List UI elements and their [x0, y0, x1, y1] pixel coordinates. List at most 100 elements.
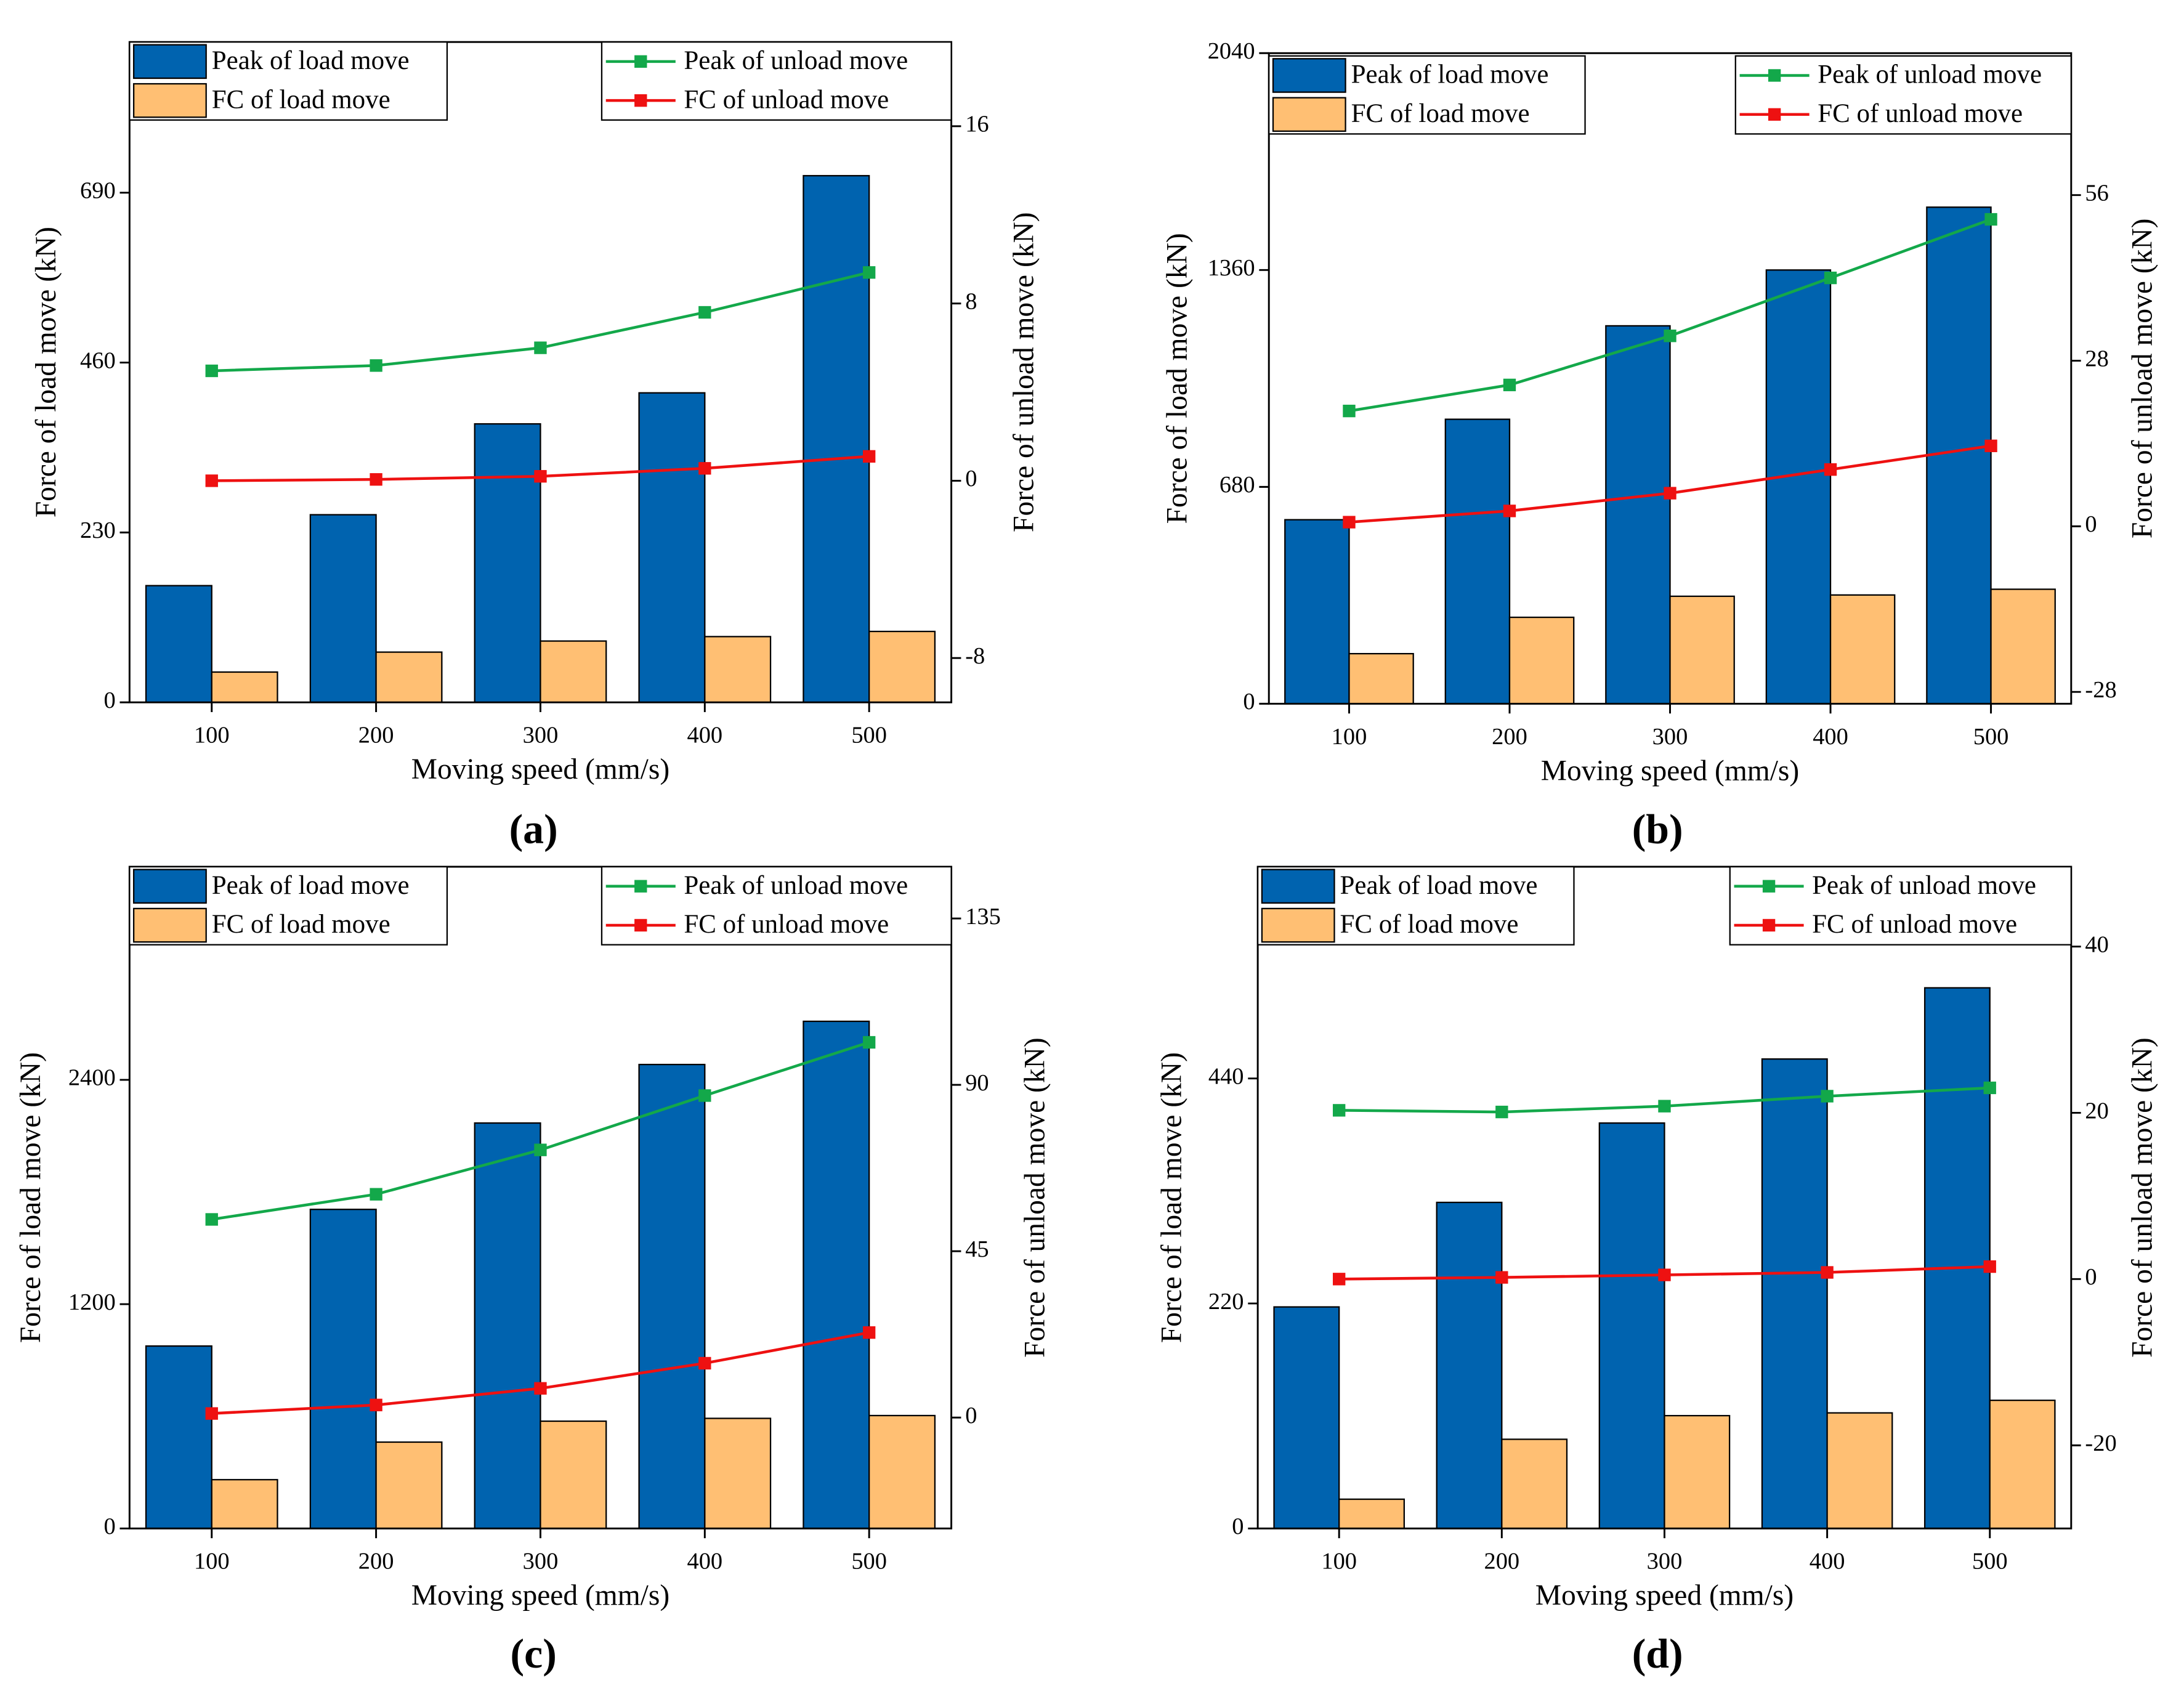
line-marker	[698, 1089, 711, 1102]
line-marker	[1664, 330, 1676, 343]
line-marker	[1824, 271, 1837, 285]
y2-tick-label: 40	[2085, 931, 2108, 957]
bar	[474, 423, 541, 703]
bar	[309, 514, 377, 703]
legend-swatch	[132, 907, 207, 943]
bar	[211, 671, 278, 703]
bar	[868, 630, 936, 703]
line-marker	[534, 1382, 547, 1395]
line-marker	[1984, 439, 1997, 452]
line-marker	[370, 473, 382, 486]
bar	[1284, 519, 1350, 705]
bar	[1989, 1400, 2056, 1530]
bar	[1765, 269, 1832, 705]
bar	[704, 636, 772, 703]
legend-swatch	[1261, 907, 1335, 943]
y2-tick-label: -8	[965, 643, 985, 669]
y-axis-title: Force of load move (kN)	[15, 1052, 47, 1343]
legend-label: FC of load move	[212, 910, 390, 939]
y2-axis-title: Force of unload move (kN)	[2127, 1037, 2159, 1358]
y-tick-label: 1200	[68, 1289, 116, 1315]
bar	[474, 1122, 541, 1530]
x-tick-label: 100	[1321, 1549, 1357, 1575]
y2-tick-label: 56	[2085, 180, 2108, 206]
y2-tick-label: 135	[965, 904, 1001, 930]
x-tick-label: 400	[1813, 724, 1848, 750]
bar	[1598, 1122, 1665, 1530]
bar	[638, 1063, 706, 1530]
caption: (d)	[1632, 1631, 1683, 1677]
y2-tick-label: 90	[965, 1070, 989, 1096]
line-marker	[698, 306, 711, 319]
y-tick-label: 680	[1219, 472, 1255, 498]
line-marker	[1333, 1104, 1346, 1117]
line-marker	[1343, 516, 1356, 529]
y2-tick-label: -28	[2085, 677, 2116, 703]
bar	[1761, 1058, 1828, 1530]
legend-label: Peak of load move	[212, 871, 410, 900]
y2-tick-label: 0	[2085, 1264, 2097, 1290]
y-tick-label: 2040	[1208, 38, 1255, 64]
line-marker	[1658, 1100, 1671, 1113]
y2-tick-label: 16	[965, 112, 989, 137]
legend-marker	[1762, 880, 1776, 893]
legend-label: FC of unload move	[684, 910, 889, 939]
bar	[1444, 418, 1511, 705]
x-tick-label: 400	[687, 1549, 722, 1575]
y2-axis-title: Force of unload move (kN)	[1008, 212, 1040, 532]
x-tick-label: 500	[851, 1549, 887, 1575]
bar	[1508, 616, 1575, 705]
y-axis-title: Force of load move (kN)	[1161, 233, 1193, 524]
bar	[1273, 1306, 1340, 1530]
line-marker	[1495, 1271, 1508, 1284]
line-marker	[1658, 1268, 1671, 1281]
bar	[638, 392, 706, 703]
y-axis-title: Force of load move (kN)	[30, 227, 62, 517]
x-tick-label: 200	[1484, 1549, 1519, 1575]
legend-swatch	[132, 44, 207, 79]
y2-tick-label: 0	[965, 466, 977, 492]
bar	[1664, 1414, 1731, 1530]
line-marker	[1821, 1090, 1834, 1103]
line-marker	[862, 266, 876, 279]
y-tick-label: 2400	[68, 1065, 116, 1091]
line-marker	[1503, 505, 1516, 517]
x-tick-label: 500	[851, 722, 887, 748]
legend-marker	[1768, 69, 1781, 82]
y-tick-label: 690	[80, 178, 116, 204]
line-marker	[534, 1143, 547, 1156]
legend-label: FC of unload move	[1818, 99, 2023, 128]
x-tick-label: 100	[194, 722, 230, 748]
y2-tick-label: 28	[2085, 346, 2108, 371]
line-marker	[205, 1407, 218, 1420]
x-tick-label: 200	[358, 1549, 394, 1575]
y-tick-label: 0	[1243, 689, 1255, 715]
bar	[540, 640, 607, 703]
bar	[145, 585, 212, 703]
x-tick-label: 200	[358, 722, 394, 748]
legend-label: Peak of load move	[1351, 60, 1549, 89]
line-marker	[1983, 1081, 1996, 1095]
legend-marker	[1768, 108, 1781, 121]
y-tick-label: 0	[103, 1514, 115, 1539]
line-marker	[1821, 1266, 1834, 1279]
bar	[1436, 1201, 1503, 1530]
y2-tick-label: 20	[2085, 1098, 2108, 1124]
x-tick-label: 200	[1492, 724, 1527, 750]
bar	[1501, 1438, 1568, 1530]
line-marker	[1664, 487, 1676, 500]
legend-box	[1734, 55, 2072, 135]
line-marker	[1984, 213, 1997, 226]
caption: (b)	[1632, 806, 1683, 852]
legend-marker	[634, 880, 647, 893]
x-tick-label: 400	[1810, 1549, 1845, 1575]
x-tick-label: 300	[1652, 724, 1688, 750]
panel: 0 680 1360 2040 -28 0 28 56 100 200 300 400 500 Movin…	[1161, 38, 2158, 852]
bar	[375, 651, 443, 703]
legend-label: FC of unload move	[684, 85, 889, 114]
line-marker	[698, 462, 711, 475]
legend-swatch	[1261, 869, 1335, 904]
bar	[1923, 987, 1991, 1530]
line-marker	[1333, 1273, 1346, 1286]
